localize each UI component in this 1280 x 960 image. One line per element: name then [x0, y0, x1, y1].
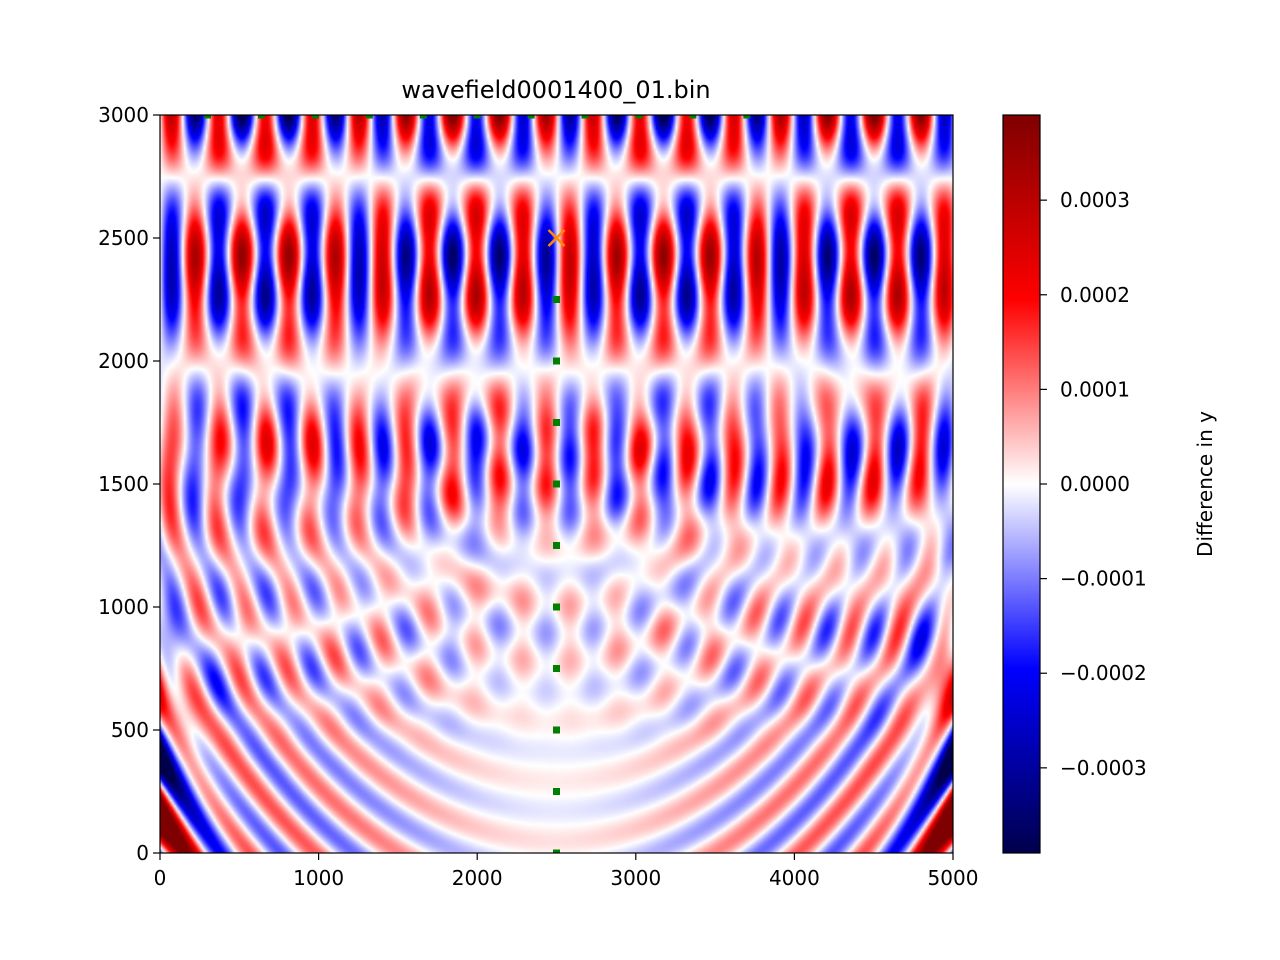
colorbar-tick-label: 0.0001 [1060, 377, 1130, 401]
colorbar-tick-label: −0.0001 [1060, 567, 1147, 591]
surface-receiver-point [365, 115, 373, 119]
colorbar-gradient [1002, 114, 1041, 854]
y-tick-label: 500 [111, 718, 149, 742]
surface-receiver-point [743, 115, 751, 119]
receiver-point [553, 665, 560, 672]
surface-receiver-point [204, 115, 212, 119]
x-tick-label: 5000 [928, 866, 979, 890]
receiver-point [553, 480, 560, 488]
receiver-point [553, 788, 560, 795]
receiver-markers [204, 115, 751, 853]
receiver-point [553, 296, 560, 303]
colorbar-tick-label: 0.0000 [1060, 472, 1130, 496]
receiver-point [553, 419, 560, 426]
surface-receiver-point [581, 115, 589, 119]
receiver-point [553, 726, 560, 734]
source-marker [547, 229, 566, 247]
plot-area [159, 114, 954, 854]
y-tick-label: 2500 [98, 226, 149, 250]
x-tick-label: 0 [154, 866, 167, 890]
receiver-point [553, 849, 560, 853]
surface-receiver-point [419, 115, 427, 119]
surface-receiver-point [258, 115, 266, 119]
x-tick-label: 2000 [452, 866, 503, 890]
surface-receiver-point [635, 115, 643, 119]
y-tick-label: 3000 [98, 103, 149, 127]
receiver-point [553, 603, 560, 611]
x-tick-label: 4000 [769, 866, 820, 890]
surface-receiver-point [527, 115, 535, 119]
y-tick-label: 2000 [98, 349, 149, 373]
colorbar-label: Difference in y [1193, 411, 1217, 557]
source-x-stroke [547, 229, 566, 247]
colorbar-tick-label: −0.0002 [1060, 661, 1147, 685]
x-tick-label: 1000 [293, 866, 344, 890]
colorbar-ticks: 0.0003 0.0002 0.0001 0.0000 −0.0001 −0.0002 −0… [1040, 188, 1147, 780]
colorbar-tick-label: 0.0002 [1060, 283, 1130, 307]
y-tick-label: 1000 [98, 595, 149, 619]
surface-receiver-point [311, 115, 319, 119]
colorbar-tick-label: 0.0003 [1060, 188, 1130, 212]
surface-receiver-point [473, 115, 481, 119]
x-axis: 0 1000 2000 3000 4000 5000 [154, 853, 979, 890]
colorbar: 0.0003 0.0002 0.0001 0.0000 −0.0001 −0.0002 −0… [1002, 114, 1217, 854]
y-tick-label: 1500 [98, 472, 149, 496]
colorbar-tick-label: −0.0003 [1060, 756, 1147, 780]
y-tick-label: 0 [136, 841, 149, 865]
receiver-point [553, 542, 560, 549]
chart-title: wavefield0001400_01.bin [401, 76, 710, 104]
receiver-point [553, 357, 560, 365]
y-axis: 0 500 1000 1500 2000 2500 3000 [98, 103, 160, 865]
x-tick-label: 3000 [610, 866, 661, 890]
surface-receiver-point [689, 115, 697, 119]
